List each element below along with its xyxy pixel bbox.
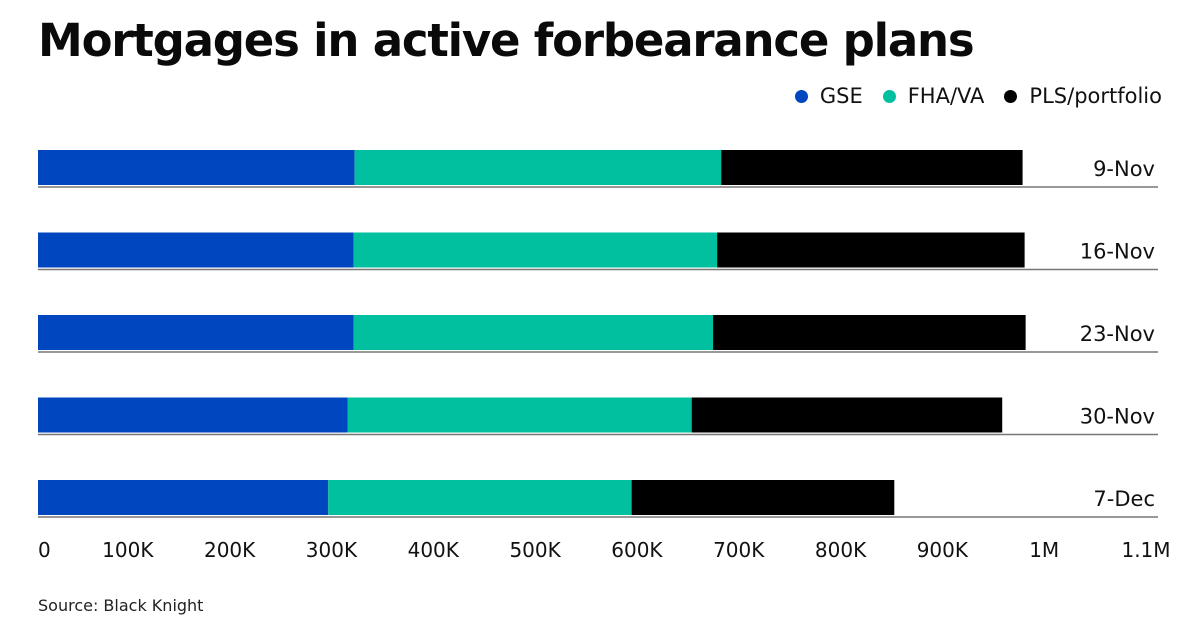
x-tick-label: 1.1M (1121, 538, 1170, 562)
legend-label-pls-portfolio: PLS/portfolio (1029, 84, 1162, 108)
legend-item-fha-va: FHA/VA (882, 84, 985, 108)
x-tick-label: 400K (408, 538, 460, 562)
bar-fha-va-7-dec (328, 480, 632, 515)
x-tick-label: 1M (1029, 538, 1059, 562)
bar-fha-va-30-nov (347, 397, 692, 433)
category-label-9-nov: 9-Nov (1093, 157, 1155, 181)
bar-pls-portfolio-23-nov (713, 315, 1026, 350)
category-label-23-nov: 23-Nov (1080, 322, 1155, 346)
bar-gse-16-nov (38, 232, 354, 268)
x-tick-label: 200K (204, 538, 256, 562)
bar-gse-7-dec (38, 480, 329, 515)
x-tick-label: 900K (917, 538, 969, 562)
x-tick-label: 300K (306, 538, 358, 562)
bar-pls-portfolio-16-nov (717, 232, 1025, 268)
legend-label-gse: GSE (819, 84, 863, 108)
legend-item-gse: GSE (794, 84, 863, 108)
bar-fha-va-9-nov (354, 150, 722, 185)
x-tick-label: 0 (38, 538, 51, 562)
bar-gse-9-nov (38, 150, 355, 185)
x-tick-label: 600K (611, 538, 663, 562)
bar-pls-portfolio-7-dec (631, 480, 895, 515)
legend-label-fha-va: FHA/VA (907, 84, 985, 108)
source-note: Source: Black Knight (38, 596, 204, 615)
legend-item-pls-portfolio: PLS/portfolio (1004, 84, 1162, 108)
bar-gse-30-nov (38, 397, 348, 433)
legend: GSE FHA/VA PLS/portfolio (775, 84, 1162, 108)
legend-dot-gse-icon (794, 89, 808, 103)
bar-fha-va-16-nov (353, 232, 718, 268)
x-tick-label: 100K (102, 538, 154, 562)
bar-pls-portfolio-30-nov (691, 397, 1003, 433)
bar-fha-va-23-nov (353, 315, 714, 350)
legend-dot-pls-portfolio-icon (1004, 89, 1018, 103)
x-tick-label: 800K (815, 538, 867, 562)
legend-dot-fha-va-icon (882, 89, 896, 103)
category-label-16-nov: 16-Nov (1080, 240, 1155, 264)
x-tick-label: 700K (713, 538, 765, 562)
bar-pls-portfolio-9-nov (721, 150, 1023, 185)
chart-title: Mortgages in active forbearance plans (38, 14, 975, 67)
category-label-30-nov: 30-Nov (1080, 405, 1155, 429)
bar-gse-23-nov (38, 315, 354, 350)
x-tick-label: 500K (509, 538, 561, 562)
category-label-7-dec: 7-Dec (1093, 487, 1155, 511)
